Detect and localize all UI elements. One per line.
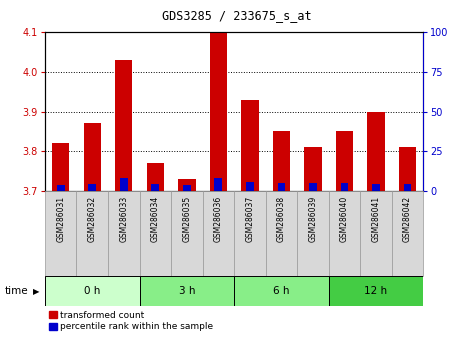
Text: 3 h: 3 h [179, 286, 195, 296]
FancyBboxPatch shape [45, 276, 140, 306]
Bar [403, 184, 412, 191]
Text: GSM286035: GSM286035 [182, 195, 192, 242]
Bar [372, 184, 380, 191]
FancyBboxPatch shape [360, 191, 392, 276]
FancyBboxPatch shape [234, 191, 266, 276]
Text: GSM286042: GSM286042 [403, 195, 412, 241]
Bar [120, 178, 128, 191]
FancyBboxPatch shape [202, 191, 234, 276]
Bar [88, 184, 96, 191]
Text: GSM286040: GSM286040 [340, 195, 349, 242]
FancyBboxPatch shape [108, 191, 140, 276]
Bar [241, 99, 259, 191]
Text: GSM286034: GSM286034 [151, 195, 160, 242]
Bar [151, 184, 159, 191]
Bar [246, 182, 254, 191]
Text: GSM286038: GSM286038 [277, 195, 286, 241]
Text: GDS3285 / 233675_s_at: GDS3285 / 233675_s_at [162, 10, 311, 22]
FancyBboxPatch shape [297, 191, 329, 276]
FancyBboxPatch shape [171, 191, 202, 276]
Text: GSM286033: GSM286033 [119, 195, 128, 242]
Bar [183, 185, 191, 191]
Bar [84, 124, 101, 191]
Bar [214, 178, 222, 191]
Bar [52, 143, 70, 191]
Text: GSM286031: GSM286031 [56, 195, 65, 241]
Bar [336, 131, 353, 191]
Bar [341, 183, 349, 191]
Text: 0 h: 0 h [84, 286, 100, 296]
Text: time: time [5, 286, 28, 296]
Bar [178, 179, 195, 191]
Text: GSM286039: GSM286039 [308, 195, 317, 242]
FancyBboxPatch shape [329, 191, 360, 276]
Bar [278, 183, 285, 191]
FancyBboxPatch shape [329, 276, 423, 306]
Bar [399, 147, 416, 191]
Legend: transformed count, percentile rank within the sample: transformed count, percentile rank withi… [50, 311, 213, 331]
Bar [115, 60, 132, 191]
Text: GSM286036: GSM286036 [214, 195, 223, 242]
Bar [309, 183, 317, 191]
Bar [273, 131, 290, 191]
Text: 6 h: 6 h [273, 286, 289, 296]
Text: GSM286037: GSM286037 [245, 195, 254, 242]
FancyBboxPatch shape [140, 276, 234, 306]
Text: GSM286041: GSM286041 [371, 195, 381, 241]
Bar [147, 163, 164, 191]
FancyBboxPatch shape [392, 191, 423, 276]
Bar [304, 147, 322, 191]
FancyBboxPatch shape [45, 191, 77, 276]
Bar [57, 185, 65, 191]
FancyBboxPatch shape [140, 191, 171, 276]
FancyBboxPatch shape [234, 276, 329, 306]
Text: GSM286032: GSM286032 [88, 195, 97, 241]
Bar [210, 32, 227, 191]
FancyBboxPatch shape [77, 191, 108, 276]
FancyBboxPatch shape [266, 191, 297, 276]
Text: 12 h: 12 h [365, 286, 387, 296]
Bar [368, 112, 385, 191]
Text: ▶: ▶ [33, 287, 40, 296]
